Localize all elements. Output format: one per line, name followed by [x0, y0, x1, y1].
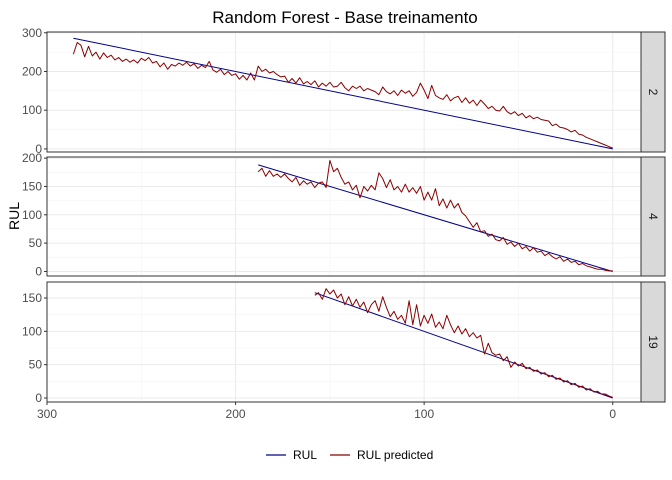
y-tick-label: 150 [22, 291, 42, 305]
legend-label-rul: RUL [293, 448, 317, 462]
series-line-rul [73, 37, 613, 150]
y-tick-label: 200 [22, 151, 42, 165]
facet-strip [640, 156, 666, 277]
y-tick-label: 0 [35, 264, 42, 278]
series-line-rul-predicted [257, 159, 613, 272]
series-line-rul [314, 292, 613, 399]
legend-item-rul-predicted: RUL predicted [330, 448, 433, 462]
facet-panel-4: 4 0 50 100 150 200 [22, 151, 666, 278]
y-tick-label: 0 [35, 391, 42, 405]
facet-strip-label: 19 [646, 335, 660, 349]
legend: RUL RUL predicted [266, 448, 433, 462]
panel-background [47, 32, 641, 152]
panel-background [47, 157, 641, 276]
x-tick-label: 300 [37, 407, 57, 421]
y-axis-title: RUL [6, 202, 22, 230]
facet-panel-19: 19 0 50 100 150 [22, 281, 666, 405]
chart-title: Random Forest - Base treinamento [212, 8, 478, 27]
y-tick-label: 100 [22, 208, 42, 222]
y-tick-label: 50 [29, 236, 43, 250]
x-tick-label: 200 [226, 407, 246, 421]
y-tick-label: 100 [22, 103, 42, 117]
facet-strip-label: 4 [646, 213, 660, 220]
y-tick-label: 300 [22, 26, 42, 40]
series-line-rul-predicted [314, 288, 613, 398]
series-line-rul [258, 164, 613, 272]
legend-item-rul: RUL [266, 448, 317, 462]
facet-strip [640, 281, 666, 403]
series-line-rul-predicted [72, 42, 613, 149]
facet-strip-label: 2 [646, 89, 660, 96]
facet-strip [640, 31, 666, 153]
x-tick-label: 0 [609, 407, 616, 421]
y-tick-label: 100 [22, 324, 42, 338]
facet-panel-2: 2 0 100 200 300 [22, 26, 666, 156]
x-axis: 300 200 100 0 [37, 402, 616, 421]
panel-background [47, 282, 641, 402]
y-tick-label: 0 [35, 142, 42, 156]
y-tick-label: 200 [22, 64, 42, 78]
y-tick-label: 150 [22, 179, 42, 193]
legend-label-rul-predicted: RUL predicted [357, 448, 433, 462]
facet-panels: 2 0 100 200 300 4 0 50 100 150 200 19 0 50 100 150 [22, 26, 666, 405]
x-tick-label: 100 [414, 407, 434, 421]
y-tick-label: 50 [29, 358, 43, 372]
